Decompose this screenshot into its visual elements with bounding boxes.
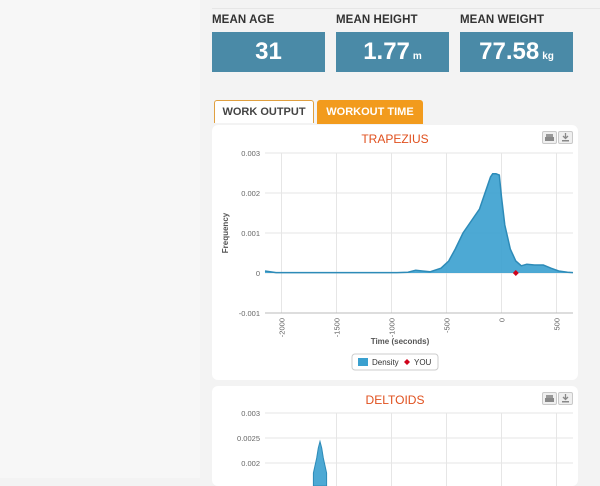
y-tick-label: 0 — [256, 269, 260, 278]
stat-unit: m — [413, 51, 422, 62]
y-tick-label: 0.002 — [241, 459, 260, 468]
stat-label: MEAN AGE — [212, 14, 325, 32]
trapezius-chart: -0.001 0 0.001 0.002 0.003 -2000 -1500 -1000 -50… — [212, 125, 578, 380]
density-line — [265, 174, 573, 273]
legend-you-label: YOU — [414, 358, 432, 367]
legend-density-swatch — [358, 358, 368, 366]
y-axis-title: Frequency — [221, 212, 230, 253]
y-tick-label: -0.001 — [239, 309, 260, 318]
x-tick-label: -2000 — [278, 318, 287, 337]
deltoids-chart: 0.003 0.0025 0.002 — [212, 386, 578, 486]
y-tick-label: 0.001 — [241, 229, 260, 238]
divider — [212, 8, 600, 9]
x-tick-label: 0 — [498, 318, 507, 322]
y-tick-label: 0.002 — [241, 189, 260, 198]
x-tick-label: -1500 — [333, 318, 342, 337]
stat-label: MEAN WEIGHT — [460, 14, 573, 32]
left-pane — [0, 0, 201, 478]
stat-value: 1.77 — [363, 38, 410, 66]
tab-work-output[interactable]: WORK OUTPUT — [214, 100, 314, 123]
y-tick-label: 0.0025 — [237, 434, 260, 443]
stat-unit: kg — [542, 51, 554, 62]
y-tick-label: 0.003 — [241, 409, 260, 418]
tab-workout-time[interactable]: WORKOUT TIME — [317, 100, 423, 124]
x-tick-label: -500 — [443, 318, 452, 333]
y-tick-label: 0.003 — [241, 149, 260, 158]
density-area — [265, 174, 573, 273]
legend-density-label: Density — [372, 358, 399, 367]
x-tick-label: -1000 — [388, 318, 397, 337]
density-area — [313, 442, 326, 486]
stat-value: 77.58 — [479, 38, 539, 66]
stat-value: 31 — [255, 38, 282, 66]
stat-label: MEAN HEIGHT — [336, 14, 449, 32]
stat-mean-age: MEAN AGE 31 — [212, 14, 325, 72]
x-tick-label: 500 — [553, 318, 562, 331]
x-axis-title: Time (seconds) — [371, 337, 430, 346]
stat-value-box: 31 — [212, 32, 325, 72]
